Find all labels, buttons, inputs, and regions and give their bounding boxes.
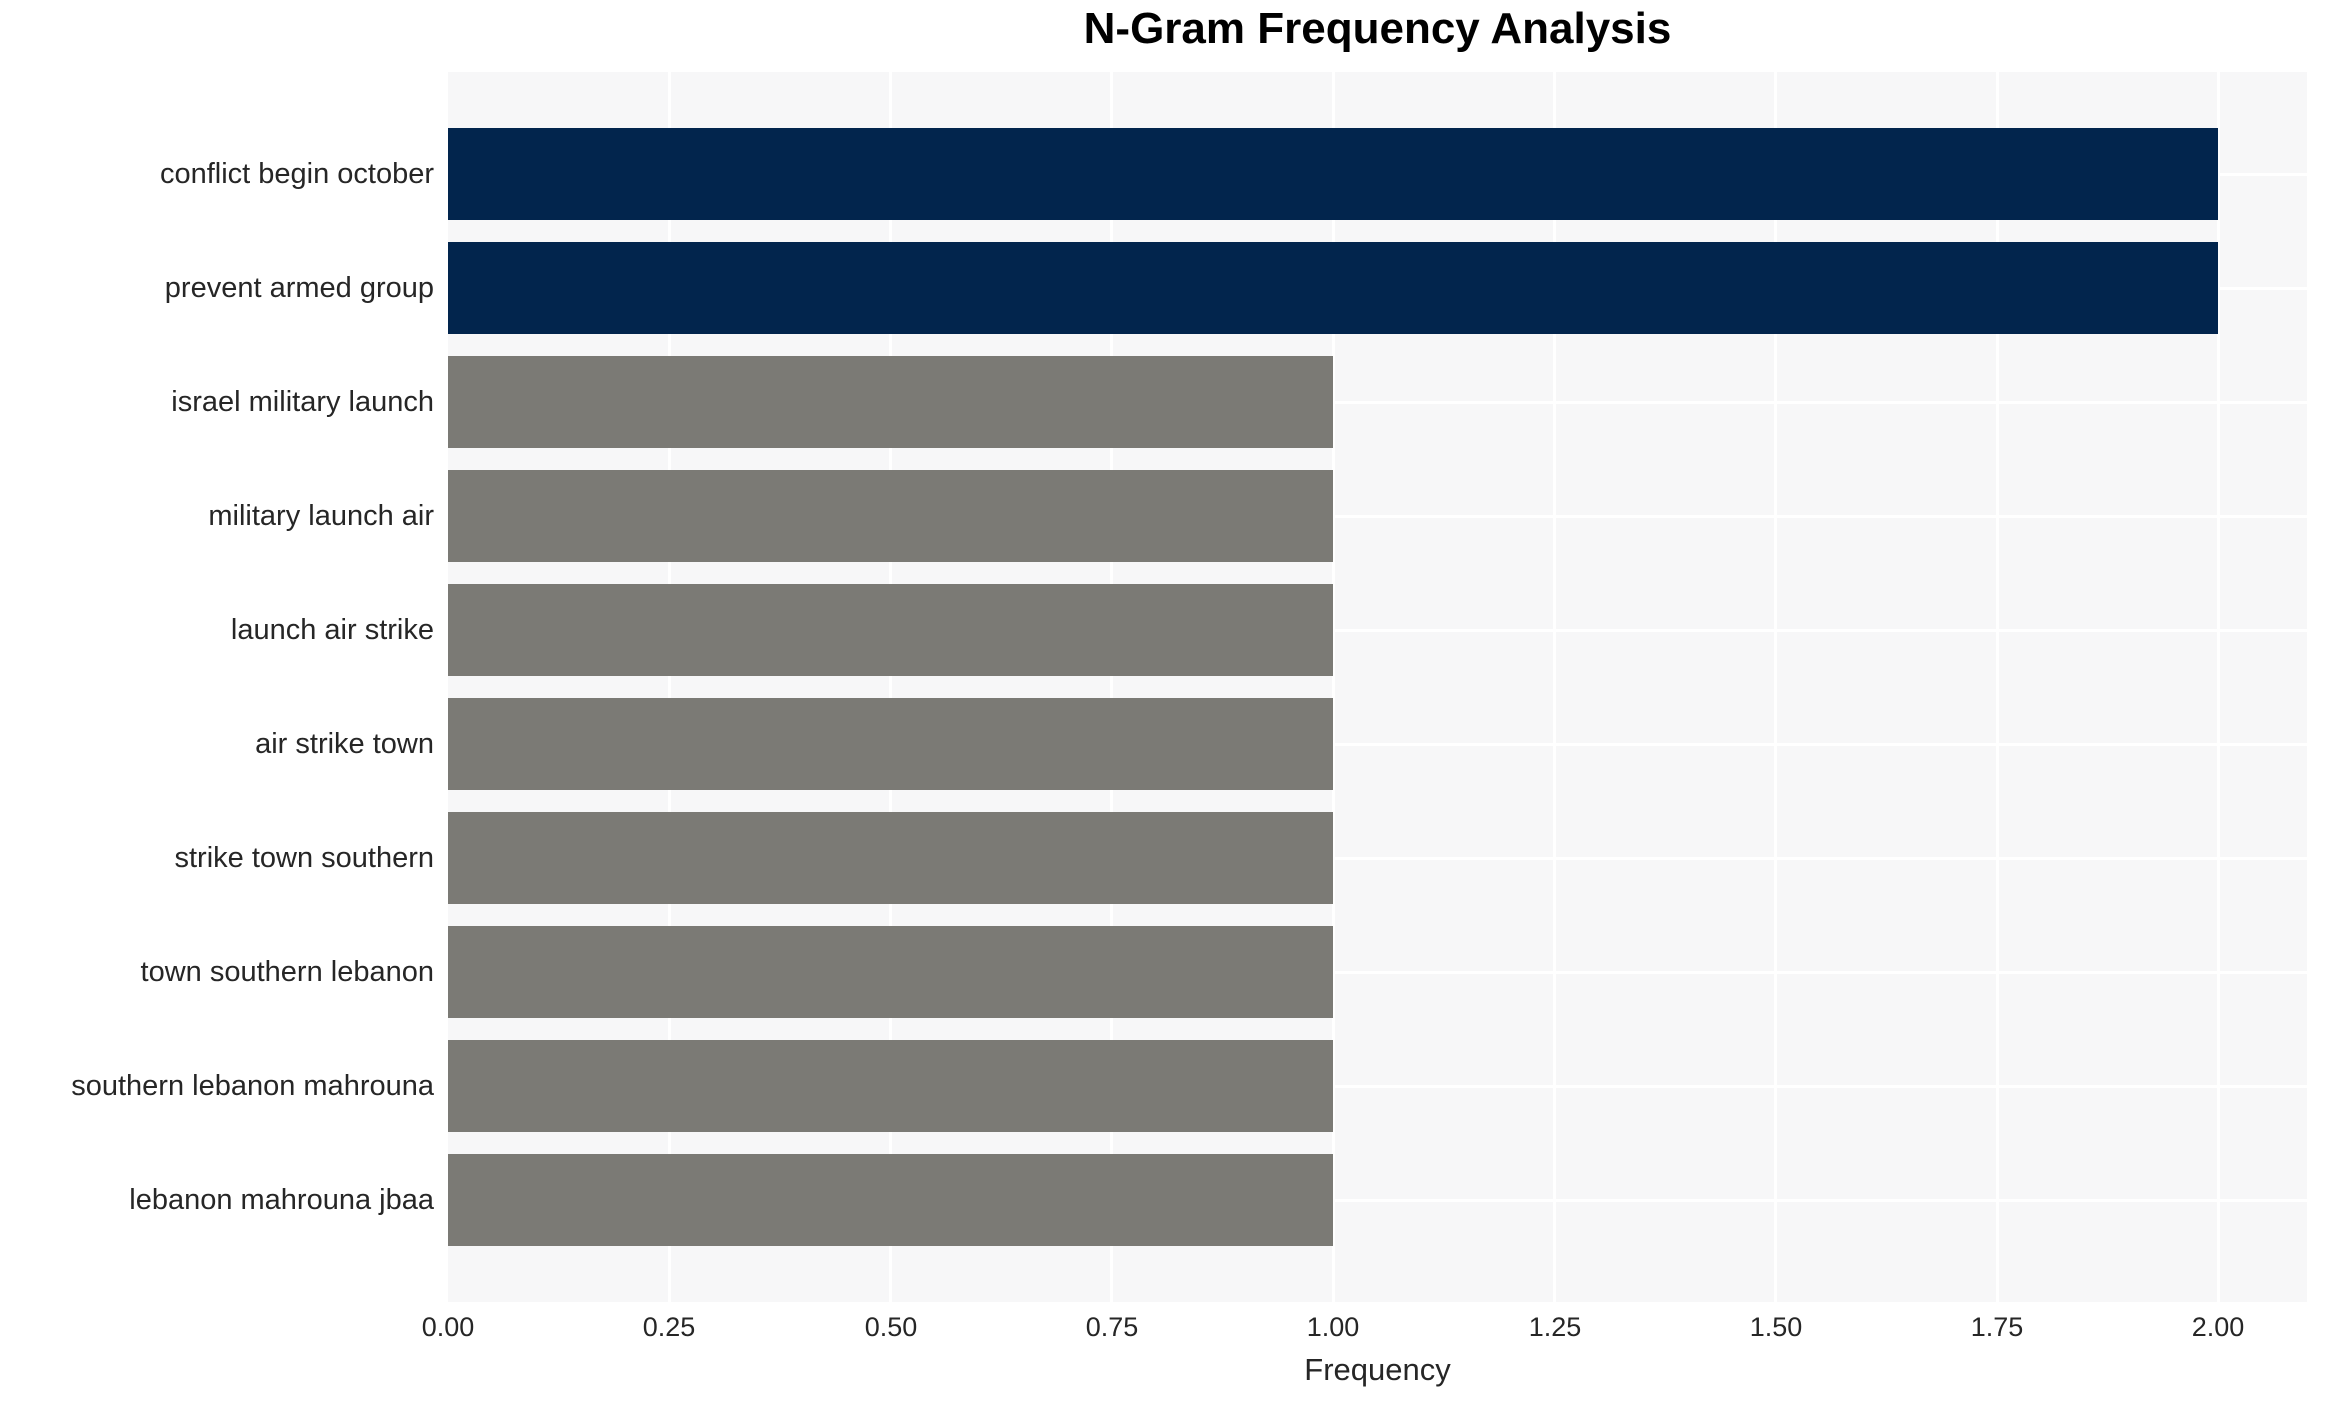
- x-gridline: [1774, 72, 1777, 1302]
- y-axis-category-labels: conflict begin october prevent armed grou…: [0, 72, 434, 1302]
- x-tick-label: 0.50: [864, 1312, 918, 1342]
- y-gridline: [448, 629, 2307, 632]
- y-category-label: prevent armed group: [164, 271, 434, 304]
- y-gridline: [448, 743, 2307, 746]
- y-category-label: conflict begin october: [159, 157, 434, 190]
- y-category-label: israel military launch: [171, 385, 434, 418]
- bar-conflict-begin-october: [448, 128, 2218, 220]
- y-category-label: southern lebanon mahrouna: [71, 1069, 434, 1102]
- x-gridline: [2217, 72, 2220, 1302]
- bar-southern-lebanon-mahrouna: [448, 1040, 1333, 1132]
- y-category-label: town southern lebanon: [140, 955, 434, 988]
- x-tick-label: 2.00: [2191, 1312, 2245, 1342]
- y-category-label: strike town southern: [174, 841, 434, 874]
- bar-israel-military-launch: [448, 356, 1333, 448]
- x-gridline: [1332, 72, 1335, 1302]
- y-gridline: [448, 401, 2307, 404]
- y-gridline: [448, 515, 2307, 518]
- bar-air-strike-town: [448, 698, 1333, 790]
- y-gridline: [448, 1199, 2307, 1202]
- x-tick-label: 0.75: [1085, 1312, 1139, 1342]
- x-axis-title: Frequency: [1304, 1352, 1451, 1387]
- x-gridline: [889, 72, 892, 1302]
- bar-lebanon-mahrouna-jbaa: [448, 1154, 1333, 1246]
- x-tick-label: 1.50: [1749, 1312, 1803, 1342]
- bar-town-southern-lebanon: [448, 926, 1333, 1018]
- bar-strike-town-southern: [448, 812, 1333, 904]
- chart-title: N-Gram Frequency Analysis: [1083, 4, 1672, 53]
- x-tick-label: 0.25: [642, 1312, 696, 1342]
- y-category-label: lebanon mahrouna jbaa: [129, 1183, 434, 1216]
- x-gridline: [1110, 72, 1113, 1302]
- x-gridline: [1996, 72, 1999, 1302]
- bar-prevent-armed-group: [448, 242, 2218, 334]
- x-tick-label: 1.25: [1528, 1312, 1582, 1342]
- y-category-label: military launch air: [208, 499, 434, 532]
- y-gridline: [448, 971, 2307, 974]
- bar-military-launch-air: [448, 470, 1333, 562]
- x-tick-label: 1.75: [1970, 1312, 2024, 1342]
- y-category-label: air strike town: [255, 727, 434, 760]
- x-gridline: [668, 72, 671, 1302]
- plot-area: [448, 72, 2307, 1302]
- y-gridline: [448, 1085, 2307, 1088]
- bar-launch-air-strike: [448, 584, 1333, 676]
- x-tick-label: 0.00: [421, 1312, 475, 1342]
- x-gridline: [1553, 72, 1556, 1302]
- x-tick-label: 1.00: [1306, 1312, 1360, 1342]
- y-category-label: launch air strike: [230, 613, 434, 646]
- y-gridline: [448, 857, 2307, 860]
